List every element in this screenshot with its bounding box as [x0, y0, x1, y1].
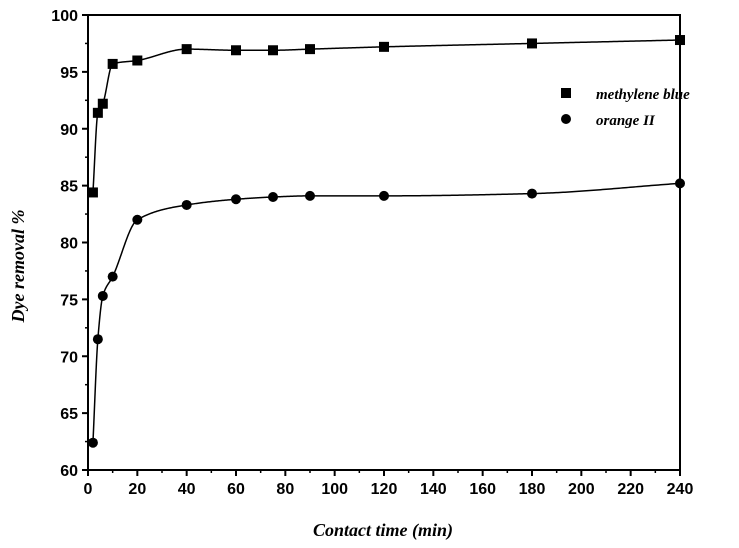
x-tick-label: 220	[617, 481, 644, 498]
legend-label-methylene-blue: methylene blue	[596, 87, 690, 103]
y-axis-title: Dye removal %	[8, 210, 28, 324]
x-tick-label: 100	[321, 481, 348, 498]
y-tick-label: 85	[60, 179, 78, 196]
data-point-methylene-blue	[87, 187, 98, 198]
x-tick-label: 40	[178, 481, 196, 498]
data-point-methylene-blue	[231, 45, 241, 56]
y-tick-label: 90	[60, 122, 78, 139]
x-tick-label: 120	[371, 481, 398, 498]
x-tick-label: 180	[519, 481, 546, 498]
legend: methylene blue orange II	[561, 87, 690, 129]
data-point-methylene-blue	[181, 44, 192, 55]
data-point-orange-ii	[87, 437, 98, 448]
data-point-methylene-blue	[379, 41, 389, 52]
x-axis-title: Contact time (min)	[313, 520, 453, 541]
data-point-orange-ii	[305, 190, 315, 201]
data-point-orange-ii	[132, 214, 143, 225]
fit-curve-orange-ii	[92, 182, 681, 443]
data-point-orange-ii	[97, 290, 108, 301]
data-point-methylene-blue	[107, 58, 118, 69]
data-point-methylene-blue	[132, 55, 143, 66]
data-point-methylene-blue	[675, 35, 685, 46]
x-tick-label: 200	[568, 481, 595, 498]
y-axis-ticks: 60 65 70 75 80 85 90 95 100	[51, 8, 88, 480]
x-tick-label: 80	[276, 481, 294, 498]
data-point-orange-ii	[527, 188, 537, 199]
data-point-orange-ii	[231, 194, 241, 205]
y-tick-label: 65	[60, 406, 78, 423]
data-point-methylene-blue	[92, 107, 103, 118]
legend-marker-orange-ii	[561, 114, 571, 124]
data-point-orange-ii	[379, 190, 389, 201]
data-point-orange-ii	[92, 334, 103, 345]
legend-marker-methylene-blue	[561, 88, 571, 98]
data-point-orange-ii	[107, 271, 118, 282]
data-point-methylene-blue	[527, 38, 537, 49]
fit-curve-methylene-blue	[92, 39, 681, 193]
data-point-orange-ii	[181, 199, 192, 210]
x-tick-label: 140	[420, 481, 447, 498]
y-tick-label: 100	[51, 8, 78, 25]
x-axis-ticks: 0 20 40 60 80 100 120 140 160 180 200 220 240	[84, 470, 694, 498]
data-point-methylene-blue	[97, 98, 108, 109]
data-point-methylene-blue	[305, 44, 315, 55]
x-tick-label: 20	[128, 481, 146, 498]
data-point-orange-ii	[675, 178, 685, 189]
plot-frame	[87, 14, 681, 471]
y-tick-label: 75	[60, 292, 78, 309]
y-tick-label: 80	[60, 236, 78, 253]
x-tick-label: 240	[667, 481, 694, 498]
fit-curves	[92, 39, 681, 443]
x-tick-label: 60	[227, 481, 245, 498]
y-tick-label: 95	[60, 65, 78, 82]
plot-area	[87, 14, 681, 471]
data-point-methylene-blue	[268, 45, 278, 56]
y-tick-label: 70	[60, 349, 78, 366]
y-tick-label: 60	[60, 463, 78, 480]
data-markers	[87, 35, 685, 448]
x-tick-label: 160	[469, 481, 496, 498]
legend-label-orange-ii: orange II	[596, 113, 656, 129]
x-tick-label: 0	[84, 481, 93, 498]
data-point-orange-ii	[268, 192, 278, 202]
